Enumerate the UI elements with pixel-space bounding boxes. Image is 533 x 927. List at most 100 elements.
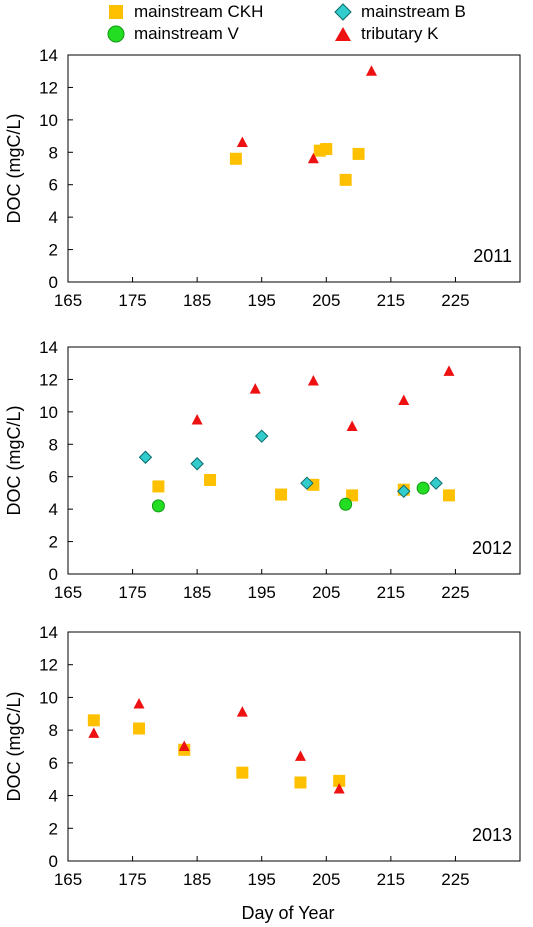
- data-point-tributary-k: [236, 136, 248, 148]
- y-tick-label: 10: [39, 688, 58, 707]
- data-point-mainstream-v: [339, 497, 353, 511]
- year-annotation: 2011: [473, 246, 512, 266]
- x-tick-label: 175: [118, 291, 146, 310]
- legend-label: mainstream V: [134, 24, 239, 43]
- y-tick-label: 2: [49, 241, 58, 260]
- data-point-mainstream-ckh: [87, 714, 100, 727]
- legend-item-mainstream-v: mainstream V: [106, 24, 239, 44]
- x-axis-label: Day of Year: [241, 903, 334, 923]
- legend-swatch-diamond: [334, 3, 352, 21]
- legend-item-mainstream-ckh: mainstream CKH: [106, 2, 263, 22]
- plot-frame: [67, 631, 521, 862]
- x-tick-label: 215: [377, 291, 405, 310]
- x-tick-label: 195: [248, 291, 276, 310]
- data-point-mainstream-ckh: [346, 489, 359, 502]
- data-point-mainstream-ckh: [275, 488, 288, 501]
- x-tick-label: 215: [377, 583, 405, 602]
- data-point-tributary-k: [307, 375, 319, 386]
- y-tick-label: 12: [39, 78, 58, 97]
- data-point-tributary-k: [236, 706, 248, 717]
- y-tick-label: 8: [49, 721, 58, 740]
- data-point-mainstream-b: [255, 429, 269, 443]
- plot-frame: [67, 54, 521, 283]
- chart-panel-3: 0 2 4 6 8 10 12 14 165 175 185 195 205 215 225 DOC (mgC…: [4, 623, 521, 923]
- year-annotation: 2013: [472, 825, 512, 845]
- y-tick-label: 2: [49, 819, 58, 838]
- circle-marker-icon: [106, 25, 128, 43]
- data-point-tributary-k: [249, 383, 261, 394]
- data-point-mainstream-ckh: [442, 489, 455, 502]
- y-tick-label: 8: [49, 143, 58, 162]
- legend-swatch-triangle: [335, 27, 351, 41]
- data-point-mainstream-b: [300, 476, 314, 490]
- y-tick-label: 14: [39, 338, 58, 357]
- y-tick-label: 8: [49, 435, 58, 454]
- data-point-mainstream-ckh: [204, 473, 217, 486]
- data-point-tributary-k: [398, 394, 410, 406]
- chart-panel-1: 0 2 4 6 8 10 12 14 165 175 185 195 205 215 225 DOC (mgC…: [4, 46, 521, 310]
- y-tick-label: 0: [49, 852, 58, 871]
- data-point-tributary-k: [443, 365, 455, 376]
- x-tick-label: 185: [183, 291, 211, 310]
- legend-swatch-circle: [107, 25, 125, 43]
- y-tick-label: 12: [39, 656, 58, 675]
- legend-swatch-square: [109, 5, 123, 19]
- data-point-mainstream-ckh: [236, 766, 249, 779]
- chart-panel-2: 0 2 4 6 8 10 12 14 165 175 185 195 205 215 225 DOC (mgC…: [4, 338, 521, 602]
- x-tick-label: 165: [54, 583, 82, 602]
- x-tick-label: 225: [441, 870, 469, 889]
- data-point-mainstream-v: [416, 481, 430, 495]
- legend-item-mainstream-b: mainstream B: [333, 2, 466, 22]
- x-tick-label: 195: [248, 583, 276, 602]
- triangle-marker-icon: [333, 25, 355, 43]
- x-tick-label: 175: [118, 870, 146, 889]
- x-tick-label: 185: [183, 583, 211, 602]
- data-point-mainstream-ckh: [352, 147, 365, 160]
- diamond-marker-icon: [333, 3, 355, 21]
- data-point-mainstream-ckh: [333, 774, 346, 787]
- y-tick-label: 12: [39, 370, 58, 389]
- data-point-mainstream-b: [397, 484, 411, 499]
- data-point-mainstream-ckh: [152, 480, 165, 493]
- year-annotation: 2012: [472, 538, 512, 558]
- y-axis-label: DOC (mgC/L): [4, 691, 24, 801]
- y-tick-label: 6: [49, 468, 58, 487]
- y-tick-label: 6: [49, 754, 58, 773]
- y-tick-label: 10: [39, 111, 58, 130]
- y-axis-label: DOC (mgC/L): [4, 113, 24, 223]
- square-marker-icon: [106, 3, 128, 21]
- x-tick-label: 205: [312, 291, 340, 310]
- data-point-tributary-k: [346, 420, 358, 431]
- legend-label: mainstream CKH: [134, 2, 264, 21]
- data-point-mainstream-ckh: [133, 722, 146, 735]
- y-tick-label: 4: [49, 208, 58, 227]
- data-point-tributary-k: [133, 697, 145, 709]
- legend-label: mainstream B: [361, 2, 466, 21]
- data-point-mainstream-ckh: [229, 152, 242, 165]
- x-tick-label: 225: [441, 583, 469, 602]
- data-point-tributary-k: [88, 727, 100, 738]
- x-tick-label: 165: [54, 291, 82, 310]
- data-point-tributary-k: [307, 152, 319, 164]
- data-point-tributary-k: [333, 783, 345, 794]
- x-tick-label: 165: [54, 870, 82, 889]
- data-point-mainstream-ckh: [294, 776, 307, 789]
- x-tick-label: 185: [183, 870, 211, 889]
- x-tick-label: 205: [312, 870, 340, 889]
- data-point-tributary-k: [365, 65, 377, 76]
- y-tick-label: 0: [49, 565, 58, 584]
- y-tick-label: 4: [49, 500, 58, 519]
- x-tick-label: 175: [118, 583, 146, 602]
- chart-legend: mainstream CKH mainstream B mainstream V…: [0, 0, 533, 50]
- y-tick-label: 14: [39, 623, 58, 642]
- x-tick-label: 195: [248, 870, 276, 889]
- data-point-mainstream-ckh: [320, 143, 333, 156]
- plot-frame: [67, 346, 521, 575]
- y-tick-label: 4: [49, 787, 58, 806]
- x-tick-label: 225: [441, 291, 469, 310]
- data-point-mainstream-b: [429, 476, 443, 490]
- data-point-mainstream-b: [138, 450, 153, 464]
- data-point-mainstream-v: [151, 499, 165, 513]
- y-axis-label: DOC (mgC/L): [4, 405, 24, 515]
